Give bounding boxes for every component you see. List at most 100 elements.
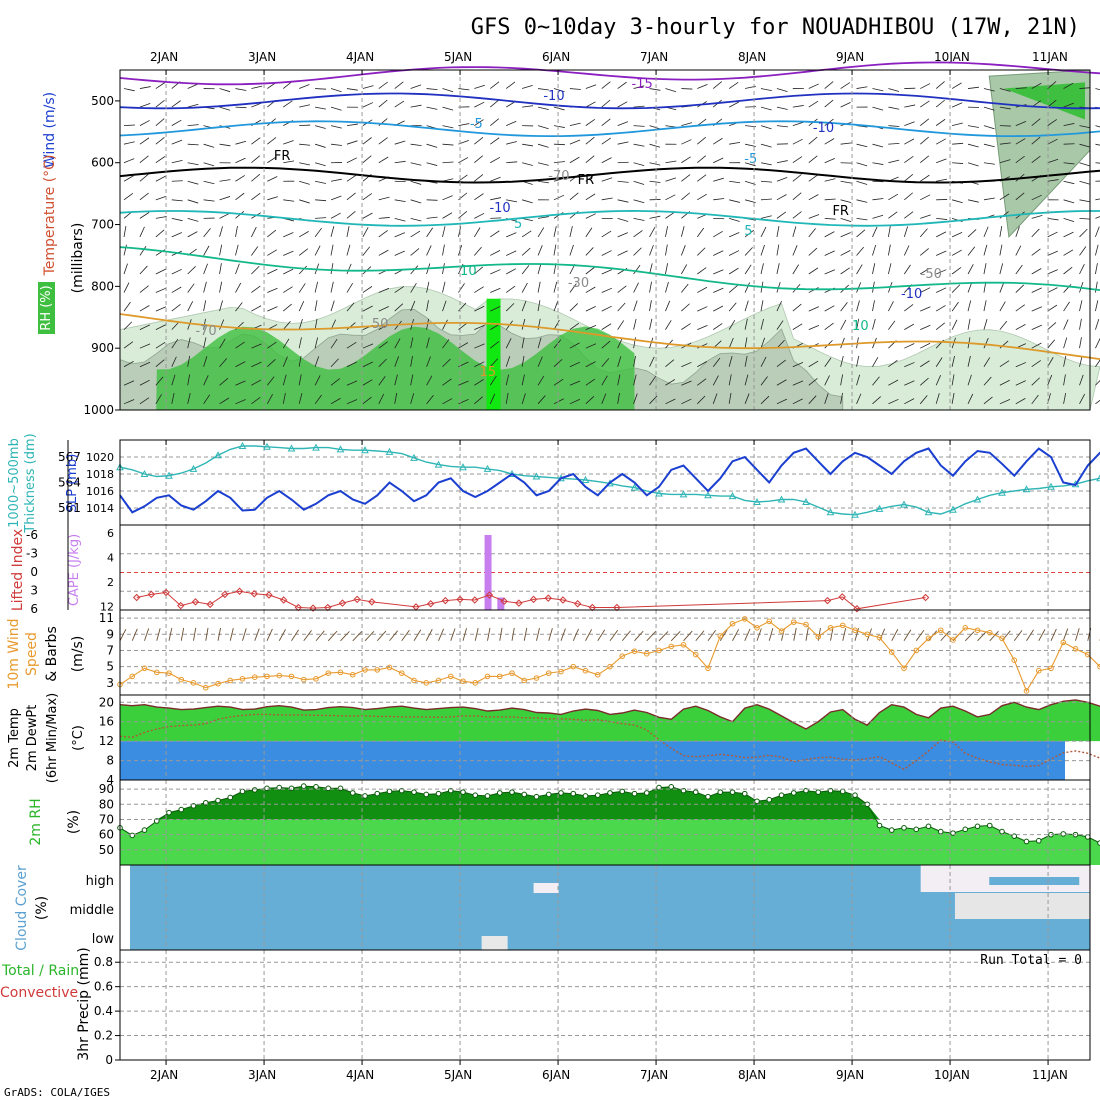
wind-barb [585,306,596,312]
wind-barb [776,177,788,182]
wind-barb [203,180,215,185]
wind-barb [1079,393,1086,405]
wind-speed-marker [901,665,907,672]
wind-barb [442,212,453,219]
wind-barb-10m [560,628,566,641]
wind-barb-10m [242,628,247,641]
wind-barb-10m [842,627,847,641]
wind-barb [856,300,860,312]
wind-barb [1095,359,1100,367]
thickness-marker [998,488,1006,496]
wind-barb [219,213,230,219]
wind-barb [346,342,357,349]
wind-barb [904,398,915,405]
wind-barb-10m [854,628,859,641]
wind-barb [219,226,223,238]
run-total: Run Total = 0 [980,953,1082,968]
wind-barb [712,323,723,330]
wind-barb [585,247,594,256]
wind-barb [617,217,629,222]
wind-barb [776,320,784,330]
wind-barb [474,343,485,349]
wind-barb [426,375,433,386]
ylabel-rh: RH (%) [39,285,54,330]
lifted-marker [235,587,244,595]
wind-barb-10m [964,631,975,642]
wind-barb [935,231,947,238]
wind-barb [1063,266,1073,275]
rh2m-tick: 90 [99,782,114,796]
wind-barb-10m [376,630,387,642]
lifted-marker [265,591,273,599]
wind-barb [1031,118,1041,126]
wind-barb [490,287,501,293]
wind-barb [378,156,389,164]
wind-barb [346,140,358,145]
wind-barb-10m [303,630,312,642]
wind-barb [760,226,767,238]
wind-barb-10m [585,629,593,641]
wind-barb [601,358,610,367]
wind-barb [792,192,802,201]
wind-barb [681,398,692,405]
thickness-marker [434,460,443,468]
precip-tick: 0.6 [94,980,113,994]
wind-speed-marker [888,649,895,655]
wind-barb [888,125,900,127]
wind-barb [840,355,844,367]
wind-barb [665,300,671,312]
wind-barb [697,267,707,275]
wind-barb [792,211,802,219]
wind-barb [314,162,326,167]
wind-barb [139,120,150,126]
wind-barb [537,88,550,91]
wind-barb-10m [903,629,912,641]
wind-barb [283,140,294,145]
wind-barb-10m [193,627,197,641]
wind-barb [267,376,275,386]
wind-barb [585,361,596,368]
temp-line [119,699,1100,730]
wind-barb [442,263,445,275]
wind-barb [872,143,884,148]
wind-barb [840,142,852,145]
top-day-label-4JAN: 4JAN [346,50,374,64]
wind-barb [362,396,372,405]
wind-barb-10m [327,630,338,642]
thickness-marker [361,446,369,454]
wind-barb [155,99,165,108]
lifted-line [136,590,926,610]
wind-barb [123,192,134,201]
wind-barb-10m [707,630,717,642]
thickness-marker [826,508,835,516]
wind-barb [649,281,652,293]
wind-barb [1047,304,1058,312]
thickness-marker [385,447,394,455]
wind-barb [920,324,931,331]
wind-barb [314,300,318,312]
wind-barb [744,300,749,312]
wind-barb [505,392,509,404]
wind-barb [458,380,469,386]
wind-barb [824,81,834,89]
wind-barb [267,196,278,201]
wind-barb [314,227,322,238]
temp-tick: 4 [106,773,114,787]
wind-barb [346,157,357,164]
wind-barb [856,199,868,203]
wind-barb-10m [609,630,619,642]
lifted-marker [853,605,861,613]
thickness-marker [165,471,173,479]
wind-barb [537,263,542,275]
ylabel-slp: SLP (mb) [65,454,80,513]
wind-speed-marker [1011,657,1018,663]
lifted-marker [426,600,435,608]
wind-barb [856,246,864,256]
wind-barb [187,319,192,330]
wind-barb [282,356,288,367]
wind-barb [474,246,482,256]
wind-barb [904,323,915,330]
wind-barb [235,106,247,109]
wind-barb [267,156,277,164]
wind-barb [1095,198,1100,201]
